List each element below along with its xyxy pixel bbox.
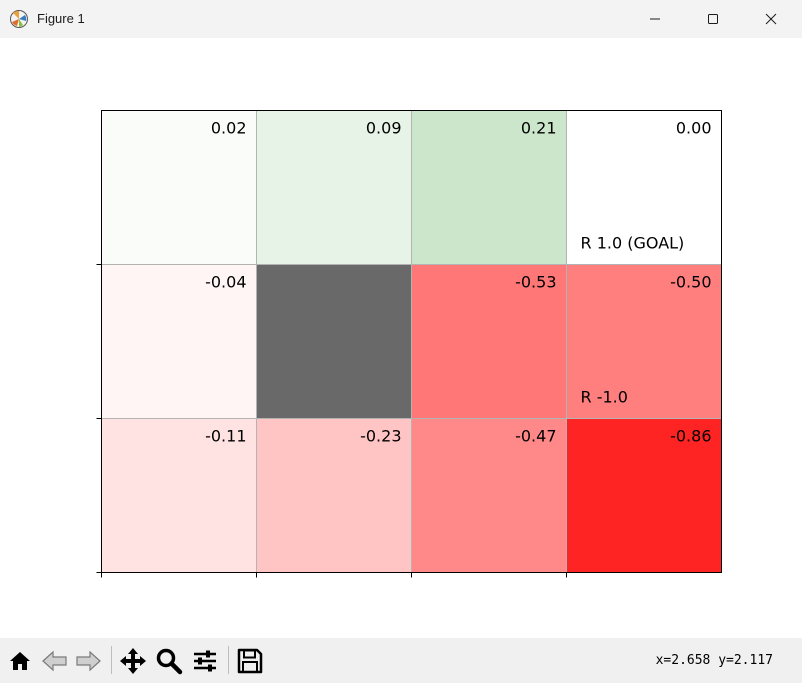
close-button[interactable] xyxy=(742,0,800,38)
maximize-button[interactable] xyxy=(684,0,742,38)
value-grid-axes[interactable]: 0.02 0.09 0.21 0.00 R 1.0 (GOAL) -0.04 -0.53 -0… xyxy=(0,38,802,638)
back-button[interactable] xyxy=(40,646,70,676)
back-arrow-icon xyxy=(42,650,67,672)
cell-value-label: -0.04 xyxy=(205,273,246,292)
cell-value-label: 0.00 xyxy=(676,119,712,138)
grid-cell xyxy=(566,264,722,419)
configure-subplots-button[interactable] xyxy=(190,646,220,676)
maximize-icon xyxy=(708,14,718,24)
cursor-coordinates: x=2.658 y=2.117 xyxy=(655,653,773,668)
pan-icon xyxy=(120,648,146,674)
save-icon xyxy=(237,648,263,674)
cell-value-label: 0.02 xyxy=(211,119,247,138)
wall-cell xyxy=(256,264,412,419)
forward-arrow-icon xyxy=(76,650,101,672)
grid-cell xyxy=(101,418,257,573)
cell-value-label: -0.50 xyxy=(670,273,711,292)
configure-subplots-icon xyxy=(194,650,216,672)
navigation-toolbar: x=2.658 y=2.117 xyxy=(0,638,802,683)
grid-cell xyxy=(411,418,567,573)
pan-button[interactable] xyxy=(118,646,148,676)
figure-canvas[interactable]: 0.02 0.09 0.21 0.00 R 1.0 (GOAL) -0.04 -0.53 -0… xyxy=(0,38,802,638)
minimize-icon xyxy=(650,18,660,20)
forward-button[interactable] xyxy=(73,646,103,676)
close-icon xyxy=(765,13,777,25)
grid-cell xyxy=(101,264,257,419)
zoom-button[interactable] xyxy=(154,646,184,676)
grid-cell xyxy=(411,264,567,419)
toolbar-separator xyxy=(111,646,112,674)
save-button[interactable] xyxy=(235,646,265,676)
cell-value-label: -0.11 xyxy=(205,427,246,446)
toolbar-separator xyxy=(228,646,229,674)
window-title: Figure 1 xyxy=(37,11,85,26)
cell-value-label: 0.09 xyxy=(366,119,402,138)
cell-value-label: 0.21 xyxy=(521,119,557,138)
zoom-icon xyxy=(156,648,183,675)
grid-cell xyxy=(566,418,722,573)
cell-reward-label: R 1.0 (GOAL) xyxy=(581,234,685,253)
minimize-button[interactable] xyxy=(626,0,684,38)
matplotlib-figure-icon xyxy=(10,10,28,28)
home-button[interactable] xyxy=(5,646,35,676)
cell-value-label: -0.53 xyxy=(515,273,556,292)
title-bar: Figure 1 xyxy=(0,0,802,38)
grid-cell xyxy=(411,110,567,265)
cell-value-label: -0.86 xyxy=(670,427,711,446)
home-icon xyxy=(10,652,30,670)
cell-value-label: -0.47 xyxy=(515,427,556,446)
cell-reward-label: R -1.0 xyxy=(581,388,628,407)
cell-value-label: -0.23 xyxy=(360,427,401,446)
